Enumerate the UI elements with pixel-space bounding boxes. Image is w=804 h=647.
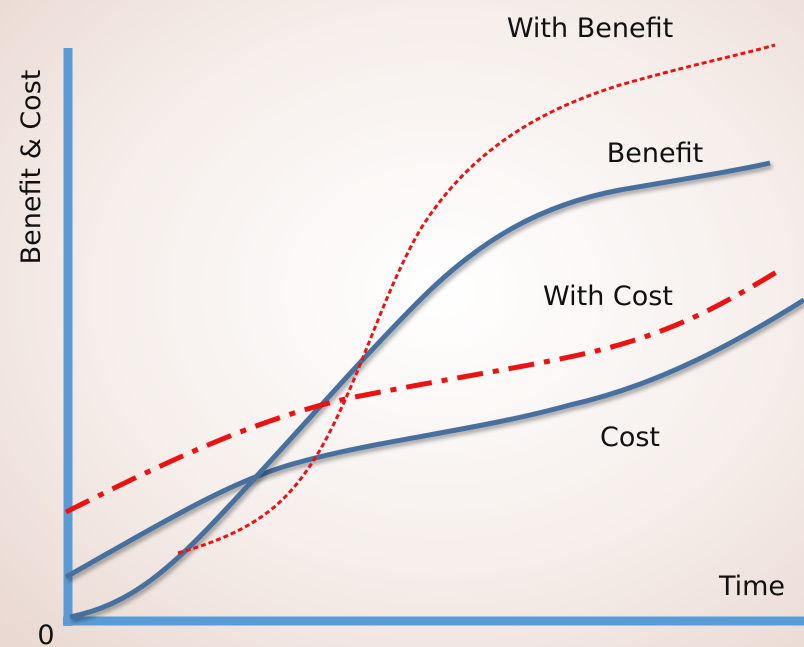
with-benefit-curve — [177, 43, 776, 555]
with-cost-curve — [64, 267, 782, 515]
curve-label: With Cost — [543, 281, 673, 312]
origin-label: 0 — [37, 620, 54, 647]
y-axis-label: Benefit & Cost — [16, 70, 47, 265]
curve-label: Benefit — [607, 138, 703, 169]
benefit-curve — [69, 160, 771, 620]
cost-curve — [64, 297, 804, 580]
curve-label: With Benefit — [507, 13, 673, 44]
x-axis-label: Time — [718, 571, 785, 602]
curve-label: Cost — [600, 422, 660, 453]
